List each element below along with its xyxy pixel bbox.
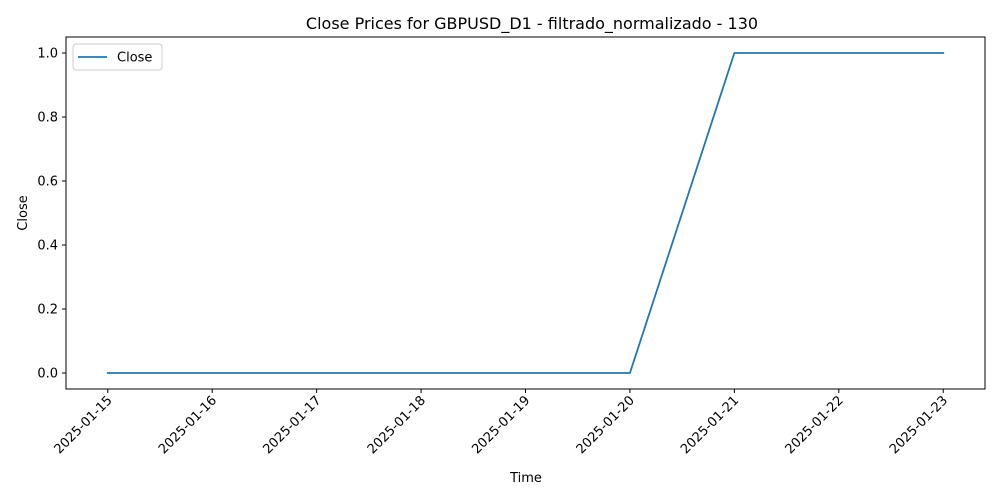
legend-label: Close (117, 51, 152, 66)
y-tick-label: 0.2 (37, 303, 58, 318)
y-tick-label: 0.4 (37, 239, 58, 254)
legend-box (72, 43, 163, 71)
series-line-close (106, 52, 945, 374)
chart-title: Close Prices for GBPUSD_D1 - filtrado_no… (306, 14, 758, 34)
y-tick-label: 0.0 (37, 367, 58, 382)
y-tick-label: 0.8 (37, 111, 58, 126)
y-tick-label: 1.0 (37, 47, 58, 62)
y-axis-label: Close (16, 195, 31, 230)
legend: Close (72, 43, 163, 71)
y-tick-label: 0.6 (37, 175, 58, 190)
x-axis-label: Time (509, 471, 542, 486)
